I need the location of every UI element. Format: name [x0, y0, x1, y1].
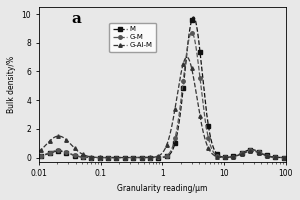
G-Al-M: [230, 156, 234, 158]
X-axis label: Granularity reading/μm: Granularity reading/μm: [117, 184, 208, 193]
M: [146, 156, 150, 159]
G-Al-M: [207, 148, 211, 150]
G-Al-M: [284, 156, 288, 159]
G-M: [37, 155, 40, 158]
G-Al-M: [62, 137, 66, 139]
M: [230, 156, 234, 158]
Text: a: a: [71, 12, 81, 26]
Line: M: M: [37, 15, 287, 159]
G-M: [284, 156, 288, 159]
G-M: [190, 32, 194, 34]
Legend: M, G-M, G-Al-M: M, G-M, G-Al-M: [109, 23, 156, 52]
M: [128, 156, 132, 159]
Line: G-Al-M: G-Al-M: [37, 55, 287, 159]
G-Al-M: [185, 56, 189, 58]
M: [37, 155, 40, 158]
G-Al-M: [137, 156, 141, 159]
G-M: [207, 139, 211, 141]
M: [137, 156, 141, 159]
G-Al-M: [127, 156, 130, 159]
Y-axis label: Bulk density/%: Bulk density/%: [7, 56, 16, 113]
Line: G-M: G-M: [37, 31, 287, 159]
M: [207, 128, 211, 130]
G-Al-M: [235, 155, 238, 157]
M: [235, 154, 238, 157]
G-M: [230, 156, 234, 158]
G-M: [62, 150, 66, 152]
G-M: [146, 156, 150, 159]
G-M: [137, 156, 141, 159]
G-Al-M: [37, 150, 40, 153]
M: [192, 16, 195, 18]
M: [284, 156, 288, 159]
G-Al-M: [146, 156, 150, 159]
G-M: [235, 155, 238, 157]
M: [62, 151, 66, 153]
G-M: [128, 156, 131, 159]
